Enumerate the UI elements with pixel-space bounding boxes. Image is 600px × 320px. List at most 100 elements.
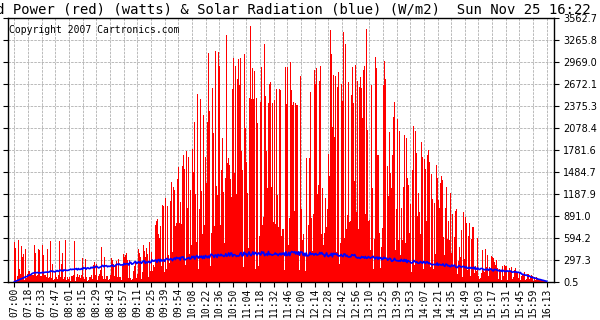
Bar [198,268,199,282]
Bar [152,265,154,282]
Bar [67,277,68,282]
Bar [510,271,511,282]
Bar [346,229,347,282]
Bar [400,255,401,282]
Bar [176,223,177,282]
Bar [410,204,412,282]
Bar [108,280,109,282]
Bar [64,277,65,282]
Bar [56,279,58,282]
Bar [145,257,146,282]
Bar [451,252,452,282]
Bar [173,188,174,282]
Bar [524,272,525,282]
Bar [227,163,228,282]
Bar [162,205,163,282]
Bar [466,223,467,282]
Bar [193,172,194,282]
Bar [331,54,332,282]
Bar [272,102,273,282]
Bar [344,44,346,282]
Bar [191,245,193,282]
Bar [327,209,328,282]
Bar [140,257,141,282]
Bar [377,155,379,282]
Bar [287,67,289,282]
Bar [514,270,515,282]
Bar [253,99,254,282]
Bar [460,257,461,282]
Bar [106,276,107,282]
Bar [509,268,511,282]
Bar [80,278,81,282]
Bar [422,157,423,282]
Bar [371,188,373,282]
Bar [130,277,131,282]
Bar [369,220,370,282]
Bar [157,219,158,282]
Bar [16,280,17,282]
Bar [18,240,19,282]
Bar [446,187,448,282]
Bar [208,53,209,282]
Bar [155,225,157,282]
Bar [389,132,390,282]
Bar [486,267,487,282]
Bar [210,266,211,282]
Bar [232,89,233,282]
Bar [354,181,355,282]
Bar [68,279,69,282]
Bar [416,154,417,282]
Bar [82,258,83,282]
Bar [45,275,46,282]
Bar [525,280,526,282]
Bar [31,275,32,282]
Bar [154,267,155,282]
Bar [65,240,67,282]
Bar [392,155,393,282]
Bar [529,279,530,282]
Bar [95,275,97,282]
Bar [454,237,455,282]
Bar [429,163,430,282]
Bar [194,122,195,282]
Bar [532,276,533,282]
Bar [167,206,168,282]
Bar [234,172,235,282]
Bar [83,277,84,282]
Bar [470,239,472,282]
Bar [111,258,112,282]
Bar [480,278,481,282]
Bar [530,276,532,282]
Bar [503,280,505,282]
Bar [218,104,220,282]
Bar [101,247,102,282]
Bar [401,208,402,282]
Bar [59,281,61,282]
Bar [26,274,28,282]
Bar [161,266,163,282]
Bar [275,224,276,282]
Bar [200,99,201,282]
Bar [427,155,428,282]
Bar [321,234,322,282]
Bar [340,243,341,282]
Bar [53,280,54,282]
Bar [92,280,94,282]
Bar [231,197,232,282]
Bar [19,268,20,282]
Bar [273,222,274,282]
Bar [430,267,431,282]
Bar [536,277,538,282]
Bar [102,276,103,282]
Bar [28,275,29,282]
Bar [76,276,77,282]
Bar [376,68,377,282]
Bar [472,264,473,282]
Bar [336,252,337,282]
Bar [209,111,210,282]
Bar [85,259,86,282]
Bar [311,251,313,282]
Bar [366,29,367,282]
Bar [221,170,223,282]
